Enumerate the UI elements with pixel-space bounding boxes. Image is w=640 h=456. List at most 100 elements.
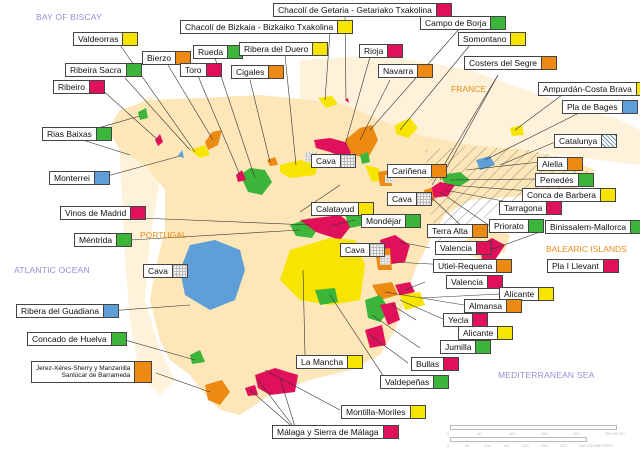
km-scale (450, 437, 587, 442)
region-label-mondejar[interactable]: Mondéjar (361, 214, 422, 228)
region-name: Somontano (458, 32, 512, 46)
region-name: Cigales (231, 65, 270, 79)
color-swatch-cava-grid (340, 154, 356, 168)
color-swatch-yellow (539, 287, 555, 301)
region-label-toro[interactable]: Toro (180, 63, 222, 77)
region-label-navarra[interactable]: Navarra (378, 64, 434, 78)
region-label-monterrei[interactable]: Monterrei (49, 171, 110, 185)
region-label-rioja[interactable]: Rioja (359, 44, 404, 58)
color-swatch-blue (94, 171, 110, 185)
color-swatch-orange (418, 64, 434, 78)
color-swatch-orange (542, 56, 558, 70)
color-swatch-green (126, 63, 142, 77)
color-swatch-orange (472, 224, 488, 238)
region-label-rueda[interactable]: Rueda (193, 45, 244, 59)
region-label-carinena[interactable]: Cariñena (387, 164, 447, 178)
color-swatch-green (631, 220, 640, 234)
region-label-valencia-2[interactable]: Valencia (446, 275, 503, 289)
region-label-valdeorras[interactable]: Valdeorras (73, 32, 139, 46)
color-swatch-green (578, 173, 594, 187)
region-label-valdepenas[interactable]: Valdepeñas (380, 375, 450, 389)
region-label-cava-1[interactable]: Cava (311, 154, 356, 168)
region-label-binissalem[interactable]: Binissalem-Mallorca (545, 220, 640, 234)
region-label-concado-de-huelva[interactable]: Concado de Huelva (27, 332, 127, 346)
region-label-rias-baixas[interactable]: Rias Baixas (42, 127, 112, 141)
region-label-pla-de-bages[interactable]: Pla de Bages (562, 100, 638, 114)
color-swatch-red (473, 313, 489, 327)
region-label-conca-de-barbera[interactable]: Conca de Barbera (522, 188, 616, 202)
region-label-almansa[interactable]: Almansa (464, 299, 523, 313)
region-label-cigales[interactable]: Cigales (231, 65, 285, 79)
scale-bar: 0 50 100 150 200 250 MILES 0 50 100 150 … (447, 425, 637, 449)
region-label-costers-del-segre[interactable]: Costers del Segre (464, 56, 558, 70)
scale-tick: 300 (560, 443, 567, 448)
color-swatch-green (96, 127, 112, 141)
region-name: Cava (143, 264, 173, 278)
color-swatch-yellow (498, 326, 514, 340)
region-name: Cariñena (387, 164, 432, 178)
color-swatch-yellow (511, 32, 527, 46)
region-label-penedes[interactable]: Penedés (535, 173, 594, 187)
scale-tick: 200 (522, 443, 529, 448)
region-label-chacoli-getaria[interactable]: Chacolí de Getaria - Getariako Txakolina (273, 3, 452, 17)
scale-tick: 0 (447, 431, 450, 436)
region-label-montilla-moriles[interactable]: Montilla-Moriles (341, 405, 426, 419)
region-name: Terra Alta (427, 224, 473, 238)
scale-tick: 100 (484, 443, 491, 448)
region-label-mentrida[interactable]: Méntrida (74, 233, 133, 247)
region-label-ribera-del-guadiana[interactable]: Ribera del Guadiana (16, 304, 119, 318)
region-label-jerez[interactable]: Jerez-Xéres-Sherry y Manzanilla Sanlúcar … (31, 361, 153, 383)
region-label-bierzo[interactable]: Bierzo (142, 51, 192, 65)
region-name: Alella (537, 157, 568, 171)
color-swatch-cava-grid (172, 264, 188, 278)
region-label-chacoli-bizkaia[interactable]: Chacolí de Bizkaia - Bizkaiko Txakolina (180, 20, 354, 34)
color-swatch-yellow (313, 42, 329, 56)
color-swatch-red (436, 3, 452, 17)
scale-tick: 150 (541, 431, 548, 436)
region-label-priorato[interactable]: Priorato (489, 219, 544, 233)
color-swatch-red (131, 206, 147, 220)
region-label-malaga[interactable]: Málaga y Sierra de Málaga (272, 425, 399, 439)
region-label-terra-alta[interactable]: Terra Alta (427, 224, 488, 238)
region-label-jumilla[interactable]: Jumilla (440, 340, 492, 354)
color-swatch-red (206, 63, 222, 77)
region-label-alicante-2[interactable]: Alicante (458, 326, 514, 340)
region-label-tarragona[interactable]: Tarragona (499, 201, 563, 215)
color-swatch-red (89, 80, 105, 94)
region-name: Utiel-Requena (433, 259, 498, 273)
region-label-campo-de-borja[interactable]: Campo de Borja (420, 16, 507, 30)
color-swatch-orange (269, 65, 285, 79)
region-label-cava-2[interactable]: Cava (387, 192, 432, 206)
region-name: Vinos de Madrid (60, 206, 132, 220)
region-name: Penedés (535, 173, 579, 187)
region-label-la-mancha[interactable]: La Mancha (296, 355, 364, 369)
region-label-pla-i-llevant[interactable]: Pla I Llevant (547, 259, 619, 273)
region-label-vinos-de-madrid[interactable]: Vinos de Madrid (60, 206, 147, 220)
region-label-ampurdan[interactable]: Ampurdán-Costa Brava (538, 82, 640, 96)
color-swatch-red (487, 275, 503, 289)
region-label-utiel-requena[interactable]: Utiel-Requena (433, 259, 513, 273)
region-name: Alicante (458, 326, 499, 340)
region-label-ribera-del-duero[interactable]: Ribera del Duero (239, 42, 329, 56)
region-label-alella[interactable]: Alella (537, 157, 583, 171)
miles-scale (450, 425, 617, 430)
region-name: Pla I Llevant (547, 259, 604, 273)
region-label-catalunya[interactable]: Catalunya (554, 134, 618, 148)
region-label-yecla[interactable]: Yecla (443, 313, 489, 327)
region-label-somontano[interactable]: Somontano (458, 32, 527, 46)
color-swatch-green (476, 340, 492, 354)
region-name: Mondéjar (361, 214, 407, 228)
scale-tick: 50 (477, 431, 482, 436)
region-name: Valdeorras (73, 32, 124, 46)
scale-tick: 50 (465, 443, 470, 448)
color-swatch-yellow (410, 405, 426, 419)
color-swatch-yellow (636, 82, 640, 96)
region-label-cava-4[interactable]: Cava (143, 264, 188, 278)
region-label-bullas[interactable]: Bullas (411, 357, 460, 371)
region-label-cava-3[interactable]: Cava (340, 243, 385, 257)
region-label-valencia-1[interactable]: Valencia (435, 241, 492, 255)
color-swatch-cava-grid (416, 192, 432, 206)
region-label-ribeira-sacra[interactable]: Ribeira Sacra (65, 63, 142, 77)
region-label-ribeiro[interactable]: Ribeiro (53, 80, 105, 94)
scale-tick: 150 (503, 443, 510, 448)
